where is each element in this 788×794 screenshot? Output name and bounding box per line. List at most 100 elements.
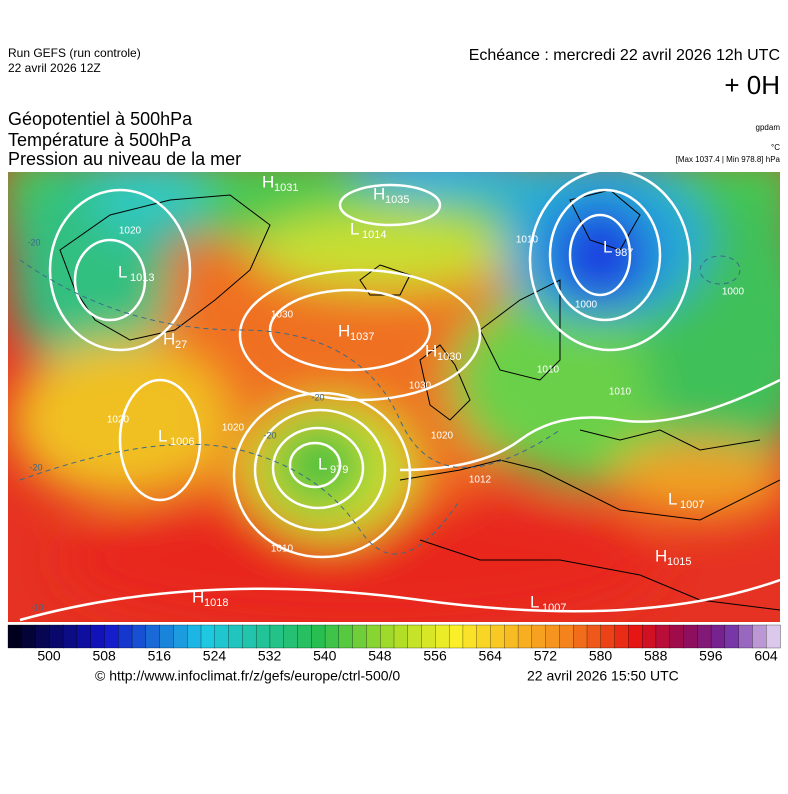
colorbar-cell xyxy=(118,624,133,649)
center-type: L xyxy=(530,592,539,611)
isobar-label: 1020 xyxy=(222,423,245,434)
isobar-label: 1000 xyxy=(722,287,745,298)
unit-label: gpdam xyxy=(756,123,781,132)
temperature-label: -20 xyxy=(263,430,276,440)
colorbar-cell xyxy=(421,624,437,649)
colorbar-cell xyxy=(435,624,450,649)
temperature-label: -20 xyxy=(311,392,324,402)
colorbar-cell xyxy=(600,624,616,649)
unit-label: [Max 1037.4 | Min 978.8] hPa xyxy=(676,155,781,164)
colorbar-tick-label: 588 xyxy=(644,648,668,664)
colorbar-tick-label: 516 xyxy=(148,648,172,664)
center-pressure: 1007 xyxy=(680,499,704,511)
colorbar-cell xyxy=(187,624,202,649)
map xyxy=(8,172,780,622)
colorbar-cell xyxy=(76,624,92,649)
field-shading xyxy=(8,172,780,622)
colorbar-tick-label: 580 xyxy=(589,648,613,664)
colorbar-cell xyxy=(366,624,381,649)
center-pressure: 1006 xyxy=(170,436,194,448)
lead-time: + 0H xyxy=(724,70,780,100)
center-type: L xyxy=(668,489,677,508)
colorbar-cell xyxy=(614,624,630,649)
colorbar-cell xyxy=(517,624,533,649)
colorbar-cell xyxy=(669,624,685,649)
run-label: Run GEFS (run controle) xyxy=(8,46,141,60)
center-type: H xyxy=(338,321,350,340)
center-type: L xyxy=(118,262,127,281)
center-pressure: 1031 xyxy=(274,182,298,194)
isobar-label: 1010 xyxy=(271,544,294,555)
colorbar-cell xyxy=(104,624,119,649)
colorbar-cell xyxy=(214,624,230,649)
colorbar-cell xyxy=(145,624,161,649)
colorbar-cell xyxy=(338,624,354,649)
colorbar-cell xyxy=(490,624,505,649)
colorbar-cell xyxy=(228,624,244,649)
colorbar-tick-label: 532 xyxy=(258,648,282,664)
colorbar-cell xyxy=(752,624,767,649)
isobar-label: 1000 xyxy=(575,300,598,311)
isobar-label: 1030 xyxy=(409,381,432,392)
colorbar-cell xyxy=(545,624,561,649)
center-pressure: 27 xyxy=(175,339,187,351)
colorbar-cell xyxy=(200,624,216,649)
title-line: Pression au niveau de la mer xyxy=(8,149,241,169)
isobar-label: 1020 xyxy=(107,415,130,426)
center-pressure: 1013 xyxy=(130,272,154,284)
center-type: L xyxy=(603,237,612,256)
colorbar-cell xyxy=(462,624,478,649)
colorbar-cell xyxy=(697,624,712,649)
center-type: L xyxy=(350,219,359,238)
title-line: Géopotentiel à 500hPa xyxy=(8,109,193,129)
colorbar-cell xyxy=(173,624,188,649)
colorbar-cell xyxy=(283,624,299,649)
center-pressure: 1007 xyxy=(542,602,566,614)
colorbar-tick-label: 524 xyxy=(203,648,227,664)
colorbar-cell xyxy=(49,624,64,649)
isobar-label: 1010 xyxy=(609,387,632,398)
center-pressure: 1035 xyxy=(385,194,409,206)
center-type: H xyxy=(192,587,204,606)
temperature-label: -20 xyxy=(29,462,42,472)
run-date: 22 avril 2026 12Z xyxy=(8,61,101,75)
colorbar-cell xyxy=(476,624,492,649)
colorbar-cell xyxy=(297,624,312,649)
colorbar-cell xyxy=(766,624,781,649)
colorbar-cell xyxy=(738,624,754,649)
unit-label: °C xyxy=(771,143,780,152)
colorbar-cell xyxy=(655,624,671,649)
temperature-label: -10 xyxy=(30,602,43,612)
temperature-label: -20 xyxy=(27,237,40,247)
colorbar-tick-label: 540 xyxy=(313,648,337,664)
colorbar-cell xyxy=(255,624,271,649)
center-type: L xyxy=(158,426,167,445)
center-pressure: 1014 xyxy=(362,229,386,241)
center-type: H xyxy=(655,546,667,565)
colorbar-cell xyxy=(710,624,726,649)
isobar-label: 1020 xyxy=(119,226,142,237)
colorbar-cell xyxy=(131,624,147,649)
center-pressure: 1030 xyxy=(437,351,461,363)
isobar-label: 1010 xyxy=(537,365,560,376)
colorbar-cell xyxy=(21,624,37,649)
center-pressure: 1037 xyxy=(350,331,374,343)
colorbar-cell xyxy=(90,624,106,649)
colorbar-cell xyxy=(311,624,326,649)
valid-time: Echéance : mercredi 22 avril 2026 12h UT… xyxy=(469,47,780,64)
isobar-label: 1010 xyxy=(516,235,539,246)
colorbar-cell xyxy=(380,624,395,649)
colorbar-cell xyxy=(352,624,368,649)
colorbar-cell xyxy=(559,624,574,649)
center-type: H xyxy=(262,172,274,191)
source-url: © http://www.infoclimat.fr/z/gefs/europe… xyxy=(95,668,400,684)
center-pressure: 1015 xyxy=(667,556,691,568)
colorbar-tick-label: 596 xyxy=(699,648,723,664)
isotherms xyxy=(19,255,741,555)
center-pressure: 1018 xyxy=(204,597,228,609)
center-type: L xyxy=(318,454,327,473)
isobar-label: 1030 xyxy=(271,310,294,321)
colorbar-cell xyxy=(628,624,643,649)
